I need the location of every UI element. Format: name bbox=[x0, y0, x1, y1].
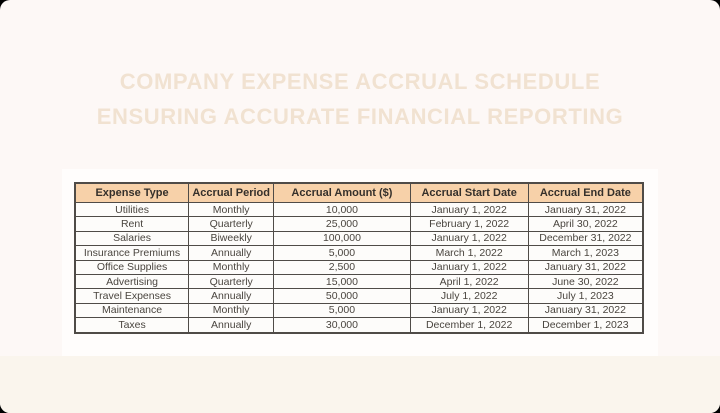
table-row: Taxes Annually 30,000 December 1, 2022 Decem… bbox=[74, 317, 644, 334]
page-title: COMPANY EXPENSE ACCRUAL SCHEDULE ENSURIN… bbox=[0, 64, 720, 134]
table-cell: April 30, 2022 bbox=[527, 216, 644, 232]
table-cell: April 1, 2022 bbox=[409, 273, 529, 290]
table-cell: June 30, 2022 bbox=[527, 273, 644, 290]
table-cell: 30,000 bbox=[273, 317, 411, 334]
table-cell: 5,000 bbox=[273, 245, 411, 261]
table-cell: Rent bbox=[74, 216, 190, 232]
table-row: Travel Expenses Annually 50,000 July 1, 202… bbox=[74, 288, 644, 304]
table-cell: Biweekly bbox=[188, 230, 275, 247]
column-header-expense-type: Expense Type bbox=[74, 182, 190, 203]
table-cell: Maintenance bbox=[74, 302, 190, 319]
table-cell: 15,000 bbox=[273, 273, 411, 290]
column-header-accrual-period: Accrual Period bbox=[188, 182, 275, 203]
table-cell: Taxes bbox=[74, 317, 190, 334]
table-cell: Advertising bbox=[74, 273, 190, 290]
table-cell: Quarterly bbox=[188, 216, 275, 232]
bottom-band bbox=[0, 356, 720, 413]
table-cell: Salaries bbox=[74, 230, 190, 247]
table-cell: Annually bbox=[188, 317, 275, 334]
table-cell: Utilities bbox=[74, 201, 190, 218]
table-row: Office Supplies Monthly 2,500 January 1, 20… bbox=[74, 259, 644, 275]
table-row: Insurance Premiums Annually 5,000 March 1, … bbox=[74, 245, 644, 261]
table-cell: March 1, 2022 bbox=[409, 245, 529, 261]
table-cell: December 1, 2023 bbox=[527, 317, 644, 334]
table-row: Advertising Quarterly 15,000 April 1, 2022 J… bbox=[74, 273, 644, 290]
table-cell: January 1, 2022 bbox=[409, 302, 529, 319]
table-cell: 50,000 bbox=[273, 288, 411, 304]
table-cell: 10,000 bbox=[273, 201, 411, 218]
table-cell: January 31, 2022 bbox=[527, 201, 644, 218]
table-row: Maintenance Monthly 5,000 January 1, 2022 Ja… bbox=[74, 302, 644, 319]
table-cell: Travel Expenses bbox=[74, 288, 190, 304]
table-cell: July 1, 2023 bbox=[527, 288, 644, 304]
table-cell: 2,500 bbox=[273, 259, 411, 275]
table-cell: July 1, 2022 bbox=[409, 288, 529, 304]
table-cell: December 31, 2022 bbox=[527, 230, 644, 247]
table-body: Utilities Monthly 10,000 January 1, 2022 Jan… bbox=[74, 201, 644, 334]
table-cell: January 1, 2022 bbox=[409, 230, 529, 247]
table-cell: Office Supplies bbox=[74, 259, 190, 275]
table-row: Salaries Biweekly 100,000 January 1, 2022 De… bbox=[74, 230, 644, 247]
table-header-row: Expense Type Accrual Period Accrual Amou… bbox=[74, 182, 644, 203]
table-cell: Monthly bbox=[188, 259, 275, 275]
table-cell: January 31, 2022 bbox=[527, 302, 644, 319]
column-header-accrual-end-date: Accrual End Date bbox=[527, 182, 644, 203]
column-header-accrual-start-date: Accrual Start Date bbox=[409, 182, 529, 203]
table-cell: Annually bbox=[188, 288, 275, 304]
table-cell: January 1, 2022 bbox=[409, 259, 529, 275]
table-cell: December 1, 2022 bbox=[409, 317, 529, 334]
table-cell: Monthly bbox=[188, 302, 275, 319]
table-cell: Quarterly bbox=[188, 273, 275, 290]
table-cell: 100,000 bbox=[273, 230, 411, 247]
table-cell: January 31, 2022 bbox=[527, 259, 644, 275]
title-line-1: COMPANY EXPENSE ACCRUAL SCHEDULE bbox=[119, 69, 601, 94]
title-line-2: ENSURING ACCURATE FINANCIAL REPORTING bbox=[96, 104, 624, 129]
table-cell: Insurance Premiums bbox=[74, 245, 190, 261]
table-row: Utilities Monthly 10,000 January 1, 2022 Jan… bbox=[74, 201, 644, 218]
table-cell: March 1, 2023 bbox=[527, 245, 644, 261]
table-row: Rent Quarterly 25,000 February 1, 2022 April… bbox=[74, 216, 644, 232]
table-cell: January 1, 2022 bbox=[409, 201, 529, 218]
column-header-accrual-amount: Accrual Amount ($) bbox=[273, 182, 411, 203]
table-cell: 25,000 bbox=[273, 216, 411, 232]
table-cell: 5,000 bbox=[273, 302, 411, 319]
table-card: Expense Type Accrual Period Accrual Amou… bbox=[62, 169, 658, 357]
expense-accrual-table: Expense Type Accrual Period Accrual Amou… bbox=[74, 182, 644, 334]
table-cell: Monthly bbox=[188, 201, 275, 218]
table-cell: February 1, 2022 bbox=[409, 216, 529, 232]
table-cell: Annually bbox=[188, 245, 275, 261]
